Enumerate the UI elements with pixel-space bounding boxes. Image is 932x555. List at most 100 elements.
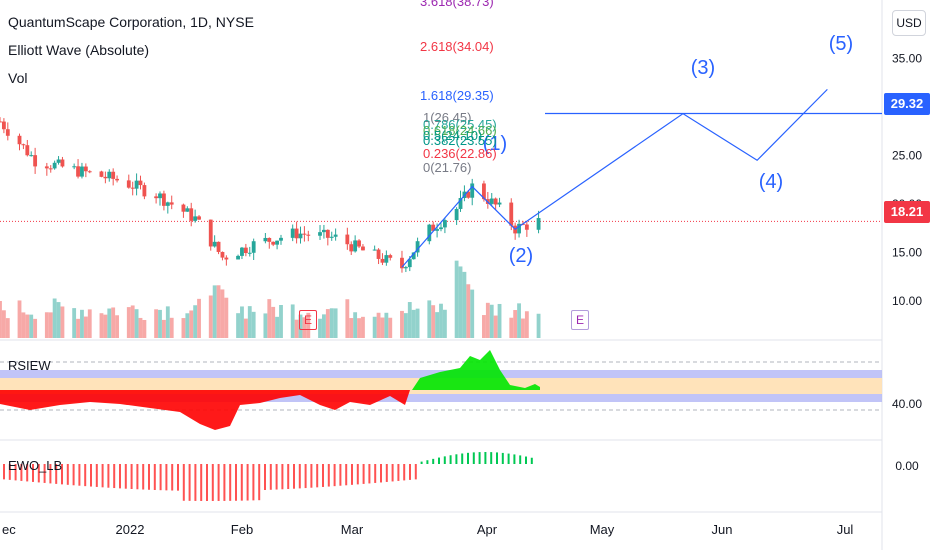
candle-body [44,166,49,169]
candle-body [25,145,30,156]
volume-bar [380,317,385,338]
volume-bar [411,309,416,338]
candle-body [60,159,65,167]
earnings-badge-future[interactable]: E [571,310,589,330]
volume-bar [333,308,338,338]
candle-body [388,255,393,258]
volume-bar [21,312,26,338]
candle-body [126,180,131,188]
volume-bar [126,307,131,338]
candle-body [111,171,116,179]
candle-body [380,258,385,263]
candle-body [99,171,104,177]
fib-level-label: 1(26.45) [423,110,471,125]
indicator-volume[interactable]: Vol [8,70,28,86]
volume-bar [142,319,147,338]
volume-bar [384,312,389,338]
volume-bar [318,318,322,338]
candle-body [466,191,471,198]
volume-bar [376,312,381,338]
volume-bar [181,318,186,338]
candle-body [400,257,404,269]
fib-level-label: 0.236(22.86) [423,146,497,161]
volume-bar [454,260,459,338]
volume-bar [165,306,170,338]
indicator-elliott-wave[interactable]: Elliott Wave (Absolute) [8,42,150,58]
volume-bar [485,302,490,338]
candle-body [509,202,514,226]
candle-body [189,208,194,221]
candle-body [361,246,365,251]
volume-bar [267,299,272,338]
candle-body [415,241,420,253]
candle-body [142,185,147,197]
candle-body [318,232,322,236]
ewo-histogram [3,452,533,501]
rsiew-pane-label[interactable]: RSIEW [8,358,51,373]
volume-bar [435,312,440,338]
price-tick-label: 35.00 [892,51,922,65]
candle-body [345,234,350,245]
wave-label: (3) [691,57,715,79]
volume-bar [115,315,119,338]
candle-body [158,193,162,199]
volume-bar [509,317,514,338]
wave-label: (1) [483,133,507,155]
fib-level-label: 2.618(34.04) [420,39,494,54]
volume-bar [189,310,194,338]
candle-body [138,180,143,186]
candle-body [329,236,334,238]
volume-bar [87,309,92,338]
ewo-pane-label[interactable]: EWO_LB [8,458,63,473]
volume-bar [466,284,471,338]
volume-bar [236,313,240,338]
candle-body [1,121,6,130]
volume-bar [458,266,463,338]
time-axis-label: Feb [231,522,253,537]
volume-bar [111,307,116,338]
volume-bar [197,298,201,338]
time-axis-label: Apr [477,522,498,537]
candle-body [411,252,416,260]
candle-body [130,187,135,189]
currency-button[interactable]: USD [892,10,926,36]
candle-body [169,202,174,205]
volume-bar [52,298,57,338]
target-price-tag: 29.32 [884,93,930,115]
candle-body [267,237,272,242]
candle-body [263,237,268,242]
chart-title: QuantumScape Corporation, 1D, NYSE [8,14,254,30]
volume-bar [44,312,49,338]
volume-bar [357,318,361,338]
volume-bar [302,317,307,338]
price-tick-label: 15.00 [892,246,922,260]
candle-body [279,237,283,241]
volume-bar [294,319,299,338]
candle-body [290,228,295,238]
candle-body [427,224,432,242]
volume-bar [99,313,104,338]
fib-level-label: 1.618(29.35) [420,88,494,103]
candle-body [403,267,408,269]
candle-body [29,155,34,157]
candle-body [247,252,252,254]
volume-bar [263,313,268,338]
candle-body [48,168,53,170]
candle-body [208,219,213,247]
candle-body [83,166,88,172]
candle-body [5,129,10,136]
earnings-badge[interactable]: E [299,310,317,330]
volume-bar [0,300,2,338]
volume-bar [275,316,280,338]
volume-bar [29,314,34,338]
time-axis-label: Mar [341,522,364,537]
volume-bar [462,271,467,338]
volume-bar [169,317,174,338]
candle-body [76,166,80,177]
volume-bar [130,305,135,338]
volume-bar [220,289,225,338]
candle-body [212,241,217,247]
candle-body [251,241,256,253]
